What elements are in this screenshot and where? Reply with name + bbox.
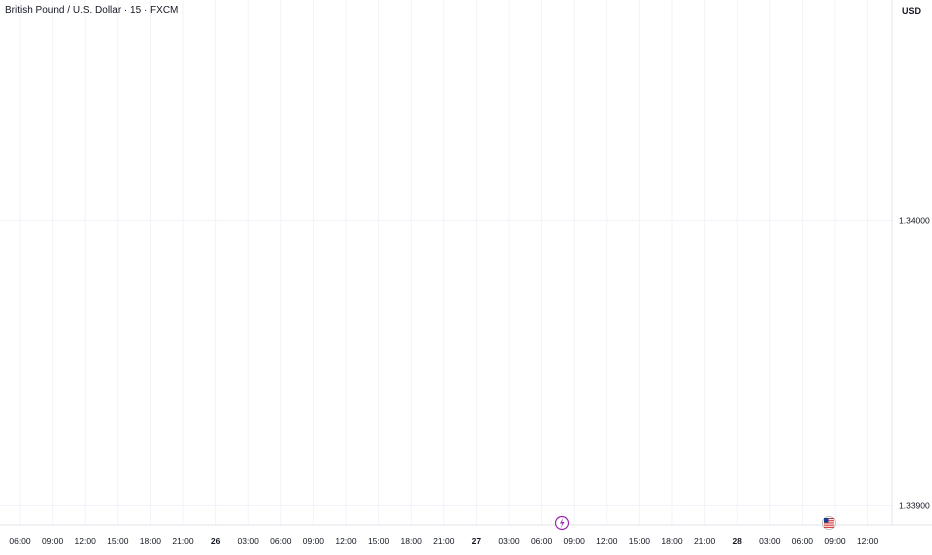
- time-tick-label: 03:00: [238, 536, 260, 546]
- time-tick-label: 28: [732, 536, 742, 546]
- price-tick-label: 1.33900: [899, 501, 930, 511]
- time-tick-label: 21:00: [694, 536, 716, 546]
- time-tick-label: 21:00: [172, 536, 194, 546]
- time-tick-label: 18:00: [661, 536, 683, 546]
- us-flag-icon-canton: [824, 518, 829, 523]
- time-tick-label: 26: [211, 536, 221, 546]
- grid: [0, 0, 892, 525]
- time-tick-label: 12:00: [857, 536, 879, 546]
- chart-title: British Pound / U.S. Dollar · 15 · FXCM: [5, 5, 178, 16]
- lightning-icon-bolt: [560, 517, 565, 529]
- us-flag-icon-stripe: [824, 522, 834, 524]
- time-tick-label: 03:00: [498, 536, 520, 546]
- time-tick-label: 27: [472, 536, 482, 546]
- time-tick-label: 06:00: [270, 536, 292, 546]
- us-flag-icon-stripe: [824, 524, 834, 526]
- event-markers[interactable]: [554, 515, 836, 531]
- us-flag-icon-stripe: [824, 518, 834, 520]
- us-flag-icon[interactable]: [822, 516, 836, 530]
- time-tick-label: 21:00: [433, 536, 455, 546]
- time-tick-label: 09:00: [303, 536, 325, 546]
- time-tick-label: 18:00: [401, 536, 423, 546]
- time-tick-label: 06:00: [792, 536, 814, 546]
- time-tick-label: 15:00: [107, 536, 129, 546]
- time-tick-label: 12:00: [335, 536, 357, 546]
- us-flag-icon-stripe: [824, 520, 834, 522]
- lightning-icon[interactable]: [554, 515, 570, 531]
- currency-label: USD: [902, 6, 922, 16]
- time-tick-label: 12:00: [596, 536, 618, 546]
- price-tick-label: 1.34000: [899, 216, 930, 226]
- time-tick-label: 15:00: [629, 536, 651, 546]
- time-tick-label: 06:00: [9, 536, 31, 546]
- time-tick-label: 06:00: [531, 536, 553, 546]
- time-tick-label: 15:00: [368, 536, 390, 546]
- time-tick-label: 09:00: [564, 536, 586, 546]
- time-tick-label: 09:00: [42, 536, 64, 546]
- time-tick-label: 03:00: [759, 536, 781, 546]
- time-tick-label: 09:00: [824, 536, 846, 546]
- time-tick-label: 12:00: [75, 536, 97, 546]
- us-flag-icon-stripe: [824, 526, 834, 528]
- time-tick-label: 18:00: [140, 536, 162, 546]
